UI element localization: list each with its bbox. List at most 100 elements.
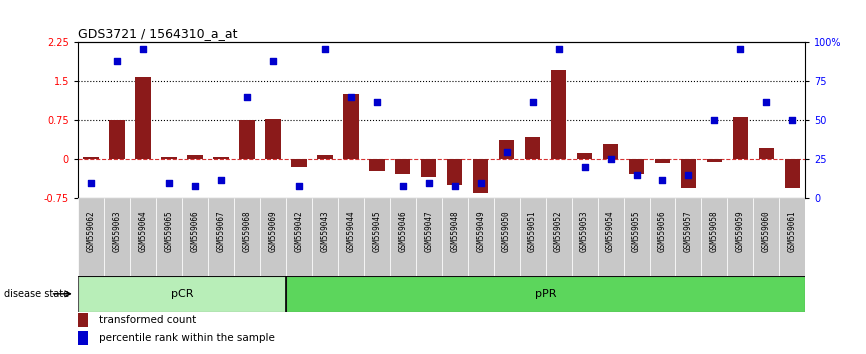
Text: transformed count: transformed count <box>99 315 196 325</box>
Point <box>474 180 488 185</box>
Bar <box>499 139 514 159</box>
Point <box>136 46 150 52</box>
Text: GSM559045: GSM559045 <box>372 210 381 252</box>
Bar <box>494 198 520 276</box>
Text: pCR: pCR <box>171 289 193 299</box>
Text: GSM559065: GSM559065 <box>165 210 173 252</box>
Text: GSM559054: GSM559054 <box>606 210 615 252</box>
Bar <box>442 198 468 276</box>
Bar <box>572 198 598 276</box>
Point <box>500 149 514 154</box>
Bar <box>265 119 281 159</box>
Bar <box>733 117 748 159</box>
Point <box>630 172 643 178</box>
Point <box>734 46 747 52</box>
Text: GSM559056: GSM559056 <box>658 210 667 252</box>
Bar <box>421 159 436 177</box>
Bar <box>78 198 104 276</box>
Bar <box>130 198 156 276</box>
Bar <box>369 159 385 171</box>
Point <box>785 118 799 123</box>
Text: GSM559060: GSM559060 <box>762 210 771 252</box>
Bar <box>78 313 88 327</box>
Text: GSM559057: GSM559057 <box>684 210 693 252</box>
Bar <box>701 198 727 276</box>
Bar <box>468 198 494 276</box>
Text: GSM559046: GSM559046 <box>398 210 407 252</box>
Bar <box>603 144 618 159</box>
Bar <box>208 198 234 276</box>
Text: GSM559042: GSM559042 <box>294 210 303 252</box>
Bar <box>416 198 442 276</box>
Bar <box>312 198 338 276</box>
Text: GSM559052: GSM559052 <box>554 210 563 252</box>
Point <box>682 172 695 178</box>
Text: GSM559047: GSM559047 <box>424 210 433 252</box>
Bar <box>343 95 359 159</box>
Bar <box>753 198 779 276</box>
Bar <box>395 159 410 174</box>
Point <box>578 164 591 170</box>
Bar <box>109 120 125 159</box>
Text: pPR: pPR <box>535 289 556 299</box>
Point <box>759 99 773 104</box>
Point <box>396 183 410 189</box>
Bar <box>156 198 182 276</box>
Bar <box>286 276 805 312</box>
Bar <box>286 198 312 276</box>
Point <box>84 180 98 185</box>
Bar <box>624 198 650 276</box>
Bar <box>785 159 800 188</box>
Point <box>188 183 202 189</box>
Bar <box>260 198 286 276</box>
Bar <box>135 77 151 159</box>
Text: GSM559058: GSM559058 <box>710 210 719 252</box>
Point <box>214 177 228 182</box>
Text: GSM559043: GSM559043 <box>320 210 329 252</box>
Point <box>240 94 254 100</box>
Bar <box>234 198 260 276</box>
Text: GSM559044: GSM559044 <box>346 210 355 252</box>
Bar <box>675 198 701 276</box>
Bar <box>546 198 572 276</box>
Text: GSM559049: GSM559049 <box>476 210 485 252</box>
Bar <box>78 276 286 312</box>
Bar <box>577 153 592 159</box>
Point <box>656 177 669 182</box>
Bar <box>473 159 488 193</box>
Text: GSM559061: GSM559061 <box>788 210 797 252</box>
Text: GSM559066: GSM559066 <box>191 210 199 252</box>
Bar <box>551 70 566 159</box>
Bar <box>83 157 99 159</box>
Bar <box>213 157 229 159</box>
Text: GSM559059: GSM559059 <box>736 210 745 252</box>
Text: GSM559063: GSM559063 <box>113 210 121 252</box>
Point <box>162 180 176 185</box>
Bar <box>182 198 208 276</box>
Point <box>370 99 384 104</box>
Text: GSM559068: GSM559068 <box>242 210 251 252</box>
Point <box>552 46 565 52</box>
Text: GSM559051: GSM559051 <box>528 210 537 252</box>
Bar <box>707 159 722 162</box>
Text: GSM559053: GSM559053 <box>580 210 589 252</box>
Bar <box>390 198 416 276</box>
Text: GSM559064: GSM559064 <box>139 210 147 252</box>
Bar <box>239 120 255 159</box>
Point <box>292 183 306 189</box>
Bar <box>78 331 88 345</box>
Text: GSM559048: GSM559048 <box>450 210 459 252</box>
Point <box>344 94 358 100</box>
Text: GSM559069: GSM559069 <box>268 210 277 252</box>
Bar <box>681 159 696 188</box>
Bar <box>525 137 540 159</box>
Bar <box>104 198 130 276</box>
Bar <box>779 198 805 276</box>
Bar <box>520 198 546 276</box>
Point <box>110 58 124 64</box>
Bar <box>629 159 644 174</box>
Bar <box>317 155 333 159</box>
Point <box>708 118 721 123</box>
Text: GSM559067: GSM559067 <box>216 210 225 252</box>
Bar <box>161 157 177 159</box>
